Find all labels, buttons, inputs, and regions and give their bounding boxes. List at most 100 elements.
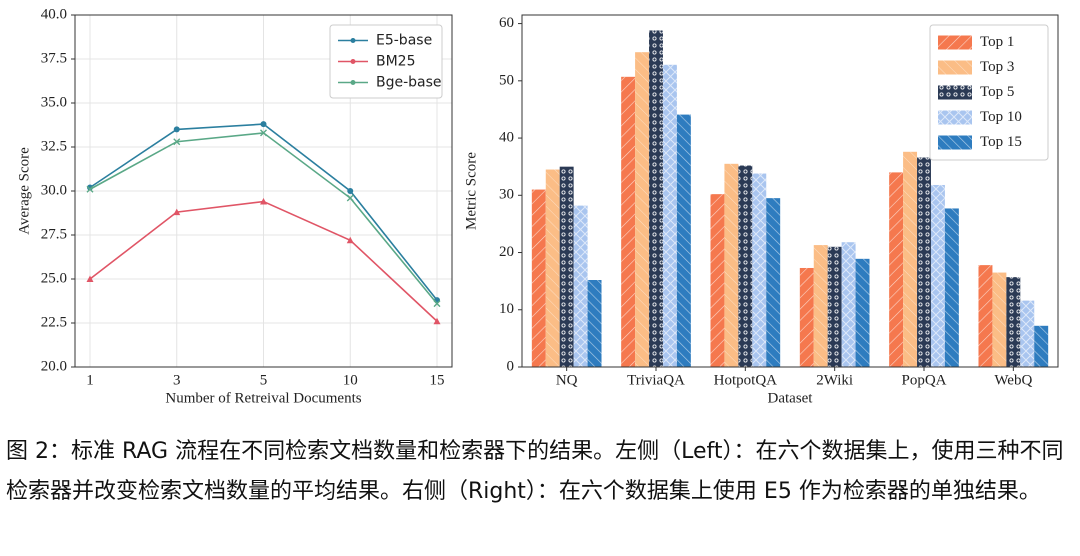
y-tick-label: 60 [499,15,514,31]
x-tick-label: 5 [260,372,268,388]
y-axis-label: Metric Score [463,152,479,230]
marker [433,317,441,325]
x-tick-label: PopQA [901,372,946,388]
bar-hatch [738,165,753,367]
x-tick-label: 10 [343,372,358,388]
bar-hatch [710,194,725,367]
bar-hatch [724,163,739,367]
bar-hatch [635,52,650,368]
bar-group [930,184,945,367]
bar-hatch [1006,277,1021,367]
y-tick-label: 40.0 [41,6,67,22]
x-axis-label: Number of Retreival Documents [165,390,361,406]
marker [260,121,267,128]
bar-hatch [531,189,546,367]
bar-hatch [559,166,574,367]
bar-group [635,52,650,368]
bar-group [992,272,1007,367]
y-tick-label: 37.5 [41,50,67,66]
bar-hatch [649,30,663,367]
bar-group [724,163,739,367]
bar-hatch [766,198,781,367]
legend-label: Top 1 [980,34,1014,50]
x-tick-label: NQ [556,372,578,388]
bar-hatch [1020,300,1035,367]
bar-hatch [917,157,931,367]
bar-group [738,165,753,367]
figure: 20.0 22.5 25.0 27.5 30.0 32.5 35.0 37.5 40.0 Numb… [16,6,1059,406]
bar-group [710,194,725,367]
bar-group [621,76,636,367]
bar-group [531,189,546,367]
marker [347,188,354,194]
legend-marker [350,80,356,85]
legend-marker [350,59,356,64]
marker [86,275,94,282]
bar-hatch [827,246,842,367]
x-tick-label: TriviaQA [627,372,685,388]
plot-frame [521,14,1059,368]
bar-hatch [903,151,918,367]
bar-group [903,151,918,367]
legend-hatch [938,110,972,125]
caption: 图 2：标准 RAG 流程在不同检索文档数量和检索器下的结果。左侧（Left）：… [6,439,1064,504]
bar-group [917,157,931,367]
bar-hatch [930,184,945,367]
bar-hatch [676,114,691,367]
plot-frame [74,14,453,368]
bar-group [978,265,993,367]
x-tick-label: 15 [430,372,445,388]
legend-hatch [938,35,972,50]
y-tick-label: 32.5 [41,138,67,154]
bar-group [662,64,677,368]
y-tick-label: 30.0 [41,182,67,198]
bar-hatch [799,267,814,367]
bar-hatch [1034,325,1049,367]
marker [173,208,181,216]
y-tick-label: 10 [499,301,514,317]
bar-hatch [752,173,767,367]
marker [173,126,180,133]
y-tick-label: 50 [499,72,514,88]
legend-box [929,24,1049,161]
marker [86,185,94,193]
marker [260,198,267,205]
x-axis-label: Dataset [768,390,814,406]
marker [173,138,181,146]
legend-box [329,24,443,99]
legend-label: E5-base [376,33,432,49]
x-tick-label: HotpotQA [714,372,778,388]
legend-label: Bge-base [376,75,442,91]
x-tick-label: 1 [86,372,94,388]
bar-group [573,205,588,367]
bar-hatch [944,208,959,367]
legend-hatch [938,135,972,150]
bar-group [855,258,870,367]
bar-group [559,166,574,367]
bar-hatch [587,280,602,367]
legend-hatch [938,85,972,100]
bar-group [944,208,959,367]
bar-group [587,280,602,367]
legend-label: BM25 [376,54,416,70]
bar-group [1006,277,1021,367]
y-tick-label: 20.0 [41,358,67,374]
marker [433,300,441,308]
marker [346,194,354,202]
bar-hatch [978,265,993,367]
bar-hatch [841,242,856,367]
bar-hatch [621,76,636,367]
x-tick-label: WebQ [994,372,1032,388]
y-tick-label: 25.0 [41,270,67,286]
bar-group [889,172,904,367]
legend-label: Top 15 [980,134,1022,150]
legend-label: Top 3 [980,59,1014,75]
y-tick-label: 27.5 [41,226,67,242]
bar-group [1034,325,1049,367]
legend-label: Top 5 [980,84,1014,100]
y-tick-label: 22.5 [41,314,67,330]
y-tick-label: 30 [499,187,514,203]
bar-group [1020,300,1035,367]
bar-hatch [855,258,870,367]
